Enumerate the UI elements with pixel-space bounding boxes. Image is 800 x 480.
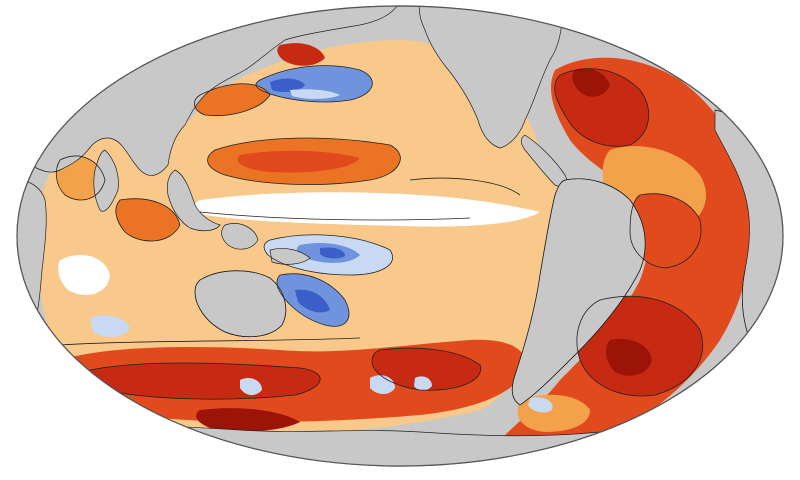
land-india: [93, 149, 119, 212]
land-antarctica: [17, 424, 783, 466]
south-pacific-hotspot: [372, 348, 481, 391]
southern-cool-spot-b: [414, 376, 432, 391]
land-southeast-asia: [166, 169, 221, 232]
indian-ocean-pale: [58, 255, 110, 295]
atlantic-equator-patch: [630, 193, 701, 268]
land-north-america: [418, 6, 563, 149]
south-pacific-cold-core: [295, 289, 330, 313]
southern-cool-spot-a: [370, 375, 395, 394]
land-new-guinea: [269, 248, 311, 265]
southern-cool-spot-c: [240, 378, 262, 396]
arabian-sea-warm: [56, 156, 105, 200]
north-pacific-cool: [255, 65, 373, 103]
land-central-america: [520, 134, 568, 188]
southern-ocean-deep-warm: [196, 408, 300, 432]
globe-border: [16, 5, 784, 467]
land-borneo: [221, 223, 259, 250]
kuroshio-warm: [194, 83, 270, 116]
indian-ocean-cool: [90, 315, 130, 337]
atlantic-south-core: [605, 338, 652, 376]
land-greenland: [608, 6, 721, 50]
bay-of-bengal-warm: [115, 198, 180, 242]
atlantic-core: [572, 68, 610, 97]
atlantic-southern-cool: [528, 397, 553, 413]
bering-warm: [277, 43, 325, 66]
north-pacific-warm-core: [237, 150, 360, 173]
north-pacific-cold-core: [270, 78, 305, 93]
central-pacific-cold-core: [320, 247, 345, 259]
north-pacific-cool-edge: [290, 89, 340, 99]
